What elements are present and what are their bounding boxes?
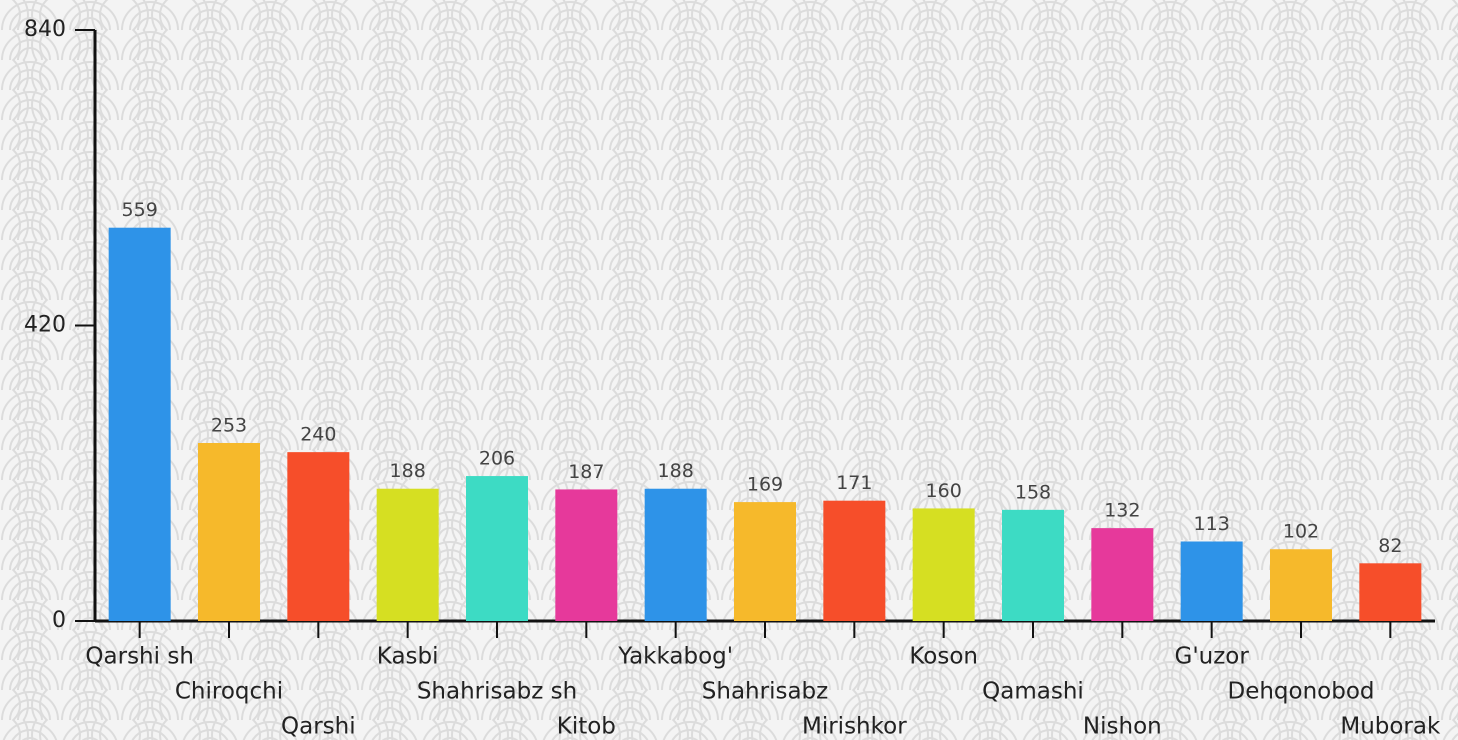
x-tick-label: Muborak bbox=[1340, 714, 1441, 740]
data-label: 82 bbox=[1378, 535, 1402, 557]
bar bbox=[376, 488, 439, 621]
data-label: 253 bbox=[211, 414, 247, 436]
bar bbox=[466, 476, 528, 621]
bar bbox=[287, 452, 350, 621]
x-tick-label: Kasbi bbox=[377, 644, 439, 670]
x-tick-label: Qamashi bbox=[982, 679, 1084, 705]
x-tick-label: Kitob bbox=[557, 714, 616, 740]
x-tick-label: Qarshi bbox=[281, 714, 356, 740]
data-label: 206 bbox=[479, 448, 515, 470]
x-tick-label: Dehqonobod bbox=[1227, 679, 1374, 705]
bar bbox=[1270, 549, 1332, 621]
data-label: 158 bbox=[1015, 481, 1051, 503]
x-tick-label: Koson bbox=[909, 644, 978, 670]
data-label: 132 bbox=[1104, 500, 1140, 522]
data-label: 102 bbox=[1283, 521, 1319, 543]
x-tick-label: Shahrisabz sh bbox=[417, 679, 577, 705]
bar bbox=[198, 442, 260, 621]
data-label: 559 bbox=[122, 199, 158, 221]
bar bbox=[1091, 528, 1154, 621]
bar bbox=[734, 502, 796, 621]
data-label: 169 bbox=[747, 474, 783, 496]
x-tick-label: Nishon bbox=[1083, 714, 1162, 740]
bar bbox=[1359, 563, 1422, 621]
x-tick-label: Chiroqchi bbox=[175, 679, 283, 705]
data-label: 188 bbox=[658, 460, 694, 482]
data-label: 188 bbox=[390, 460, 426, 482]
bar bbox=[555, 489, 618, 621]
bar bbox=[1002, 509, 1064, 621]
x-tick-label: G'uzor bbox=[1175, 644, 1250, 670]
x-tick-label: Mirishkor bbox=[802, 714, 907, 740]
y-tick-label: 420 bbox=[24, 313, 66, 338]
data-label: 160 bbox=[926, 480, 962, 502]
bar bbox=[912, 508, 975, 621]
data-label: 240 bbox=[300, 424, 336, 446]
data-label: 113 bbox=[1194, 513, 1230, 535]
data-label: 171 bbox=[836, 472, 872, 494]
bar bbox=[108, 227, 171, 622]
data-label: 187 bbox=[568, 461, 604, 483]
y-tick-label: 840 bbox=[24, 17, 66, 42]
bar bbox=[823, 500, 886, 621]
x-tick-label: Shahrisabz bbox=[702, 679, 828, 705]
bar bbox=[1180, 541, 1243, 621]
bar bbox=[644, 488, 707, 621]
y-tick-label: 0 bbox=[52, 608, 66, 633]
x-tick-label: Yakkabog' bbox=[617, 644, 733, 670]
x-tick-label: Qarshi sh bbox=[85, 644, 193, 670]
